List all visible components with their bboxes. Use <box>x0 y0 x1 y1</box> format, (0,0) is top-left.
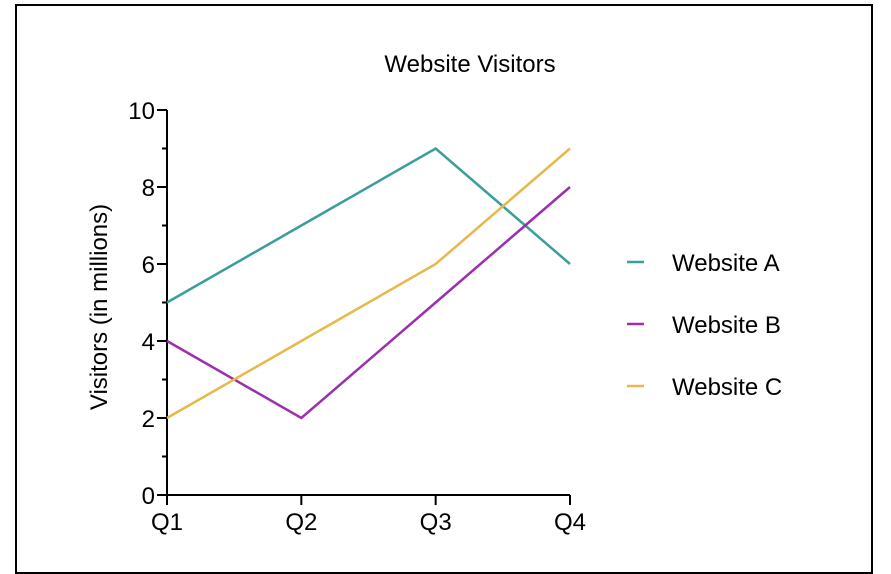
y-axis-label: Visitors (in millions) <box>86 204 113 410</box>
chart-frame <box>15 4 873 574</box>
y-tick-label: 6 <box>142 252 155 279</box>
series-line-3 <box>166 147 571 420</box>
x-tick-label: Q1 <box>151 509 183 536</box>
y-tick-label: 0 <box>142 483 155 510</box>
legend-label-3: Website C <box>672 374 782 401</box>
y-tick-label: 4 <box>142 329 155 356</box>
y-tick-label: 8 <box>142 175 155 202</box>
axes: 0 2 4 6 8 10 Q1 Q2 Q3 Q4 <box>128 98 586 536</box>
y-tick-label: 10 <box>128 98 155 125</box>
x-tick-label: Q3 <box>420 509 452 536</box>
series-line-1 <box>166 146 571 304</box>
x-tick-label: Q4 <box>554 509 586 536</box>
series-lines <box>166 146 571 420</box>
legend-label-2: Website B <box>672 312 781 339</box>
legend-label-1: Website A <box>672 250 780 277</box>
x-tick-label: Q2 <box>285 509 317 536</box>
y-tick-label: 2 <box>142 406 155 433</box>
line-chart: Website Visitors Visitors (in millions) … <box>86 51 782 536</box>
chart-title: Website Visitors <box>384 51 555 78</box>
legend: Website A Website B Website C <box>627 250 782 401</box>
